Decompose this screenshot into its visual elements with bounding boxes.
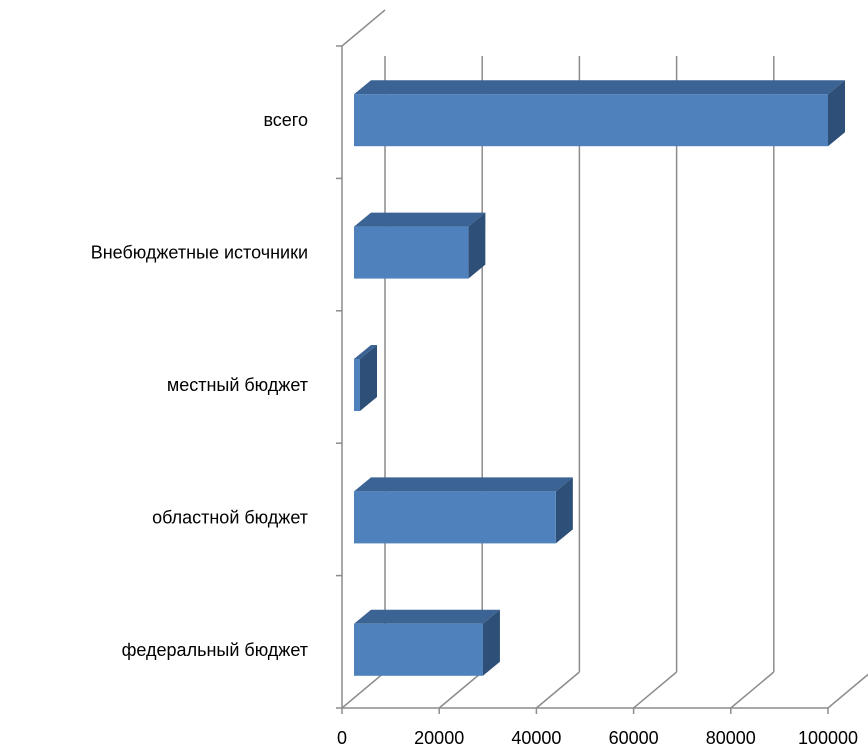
- category-labels: всего Внебюджетные источники местный бюдже…: [91, 110, 308, 660]
- floor-gridline: [730, 671, 775, 709]
- category-label: местный бюджет: [167, 375, 308, 395]
- bar-front-face: [354, 359, 360, 411]
- floor-gridline: [438, 671, 483, 709]
- bar-top-face: [354, 345, 377, 359]
- x-tick-label: 40000: [511, 728, 561, 748]
- bar-side-face: [828, 80, 845, 147]
- category-label: Внебюджетные источники: [91, 243, 308, 263]
- bar: [354, 80, 845, 147]
- axes: [336, 45, 829, 714]
- bar-side-face: [360, 345, 377, 411]
- bar-front-face: [354, 623, 483, 676]
- x-tick-label: 80000: [706, 728, 756, 748]
- x-tick-labels: 0 20000 40000 60000 80000 100000: [337, 728, 858, 748]
- bar-top-face: [354, 80, 845, 95]
- bar-front-face: [354, 491, 556, 544]
- bar-side-face: [482, 609, 500, 676]
- category-label: всего: [263, 110, 308, 130]
- bar-front-face: [354, 226, 469, 279]
- category-label: областной бюджет: [152, 507, 308, 527]
- wall-top-edge: [341, 9, 386, 47]
- category-label: федеральный бюджет: [122, 640, 308, 660]
- bar-top-face: [354, 609, 500, 624]
- bar-side-face: [468, 212, 486, 279]
- bar: [354, 477, 573, 544]
- floor-gridline: [633, 671, 678, 709]
- x-tick-label: 60000: [609, 728, 659, 748]
- floor-gridline: [827, 673, 868, 709]
- x-tick-label: 100000: [798, 728, 858, 748]
- bar-top-face: [354, 212, 486, 227]
- x-tick-label: 0: [337, 728, 347, 748]
- x-tick-label: 20000: [414, 728, 464, 748]
- floor-gridline: [535, 671, 580, 709]
- bar: [354, 345, 377, 411]
- bar: [354, 609, 500, 676]
- bar-front-face: [354, 94, 828, 147]
- bars: [354, 80, 845, 676]
- gridlines: [341, 9, 868, 709]
- bar-side-face: [555, 477, 573, 544]
- bar-top-face: [354, 477, 573, 492]
- floor-gridline: [341, 671, 386, 709]
- bar: [354, 212, 486, 279]
